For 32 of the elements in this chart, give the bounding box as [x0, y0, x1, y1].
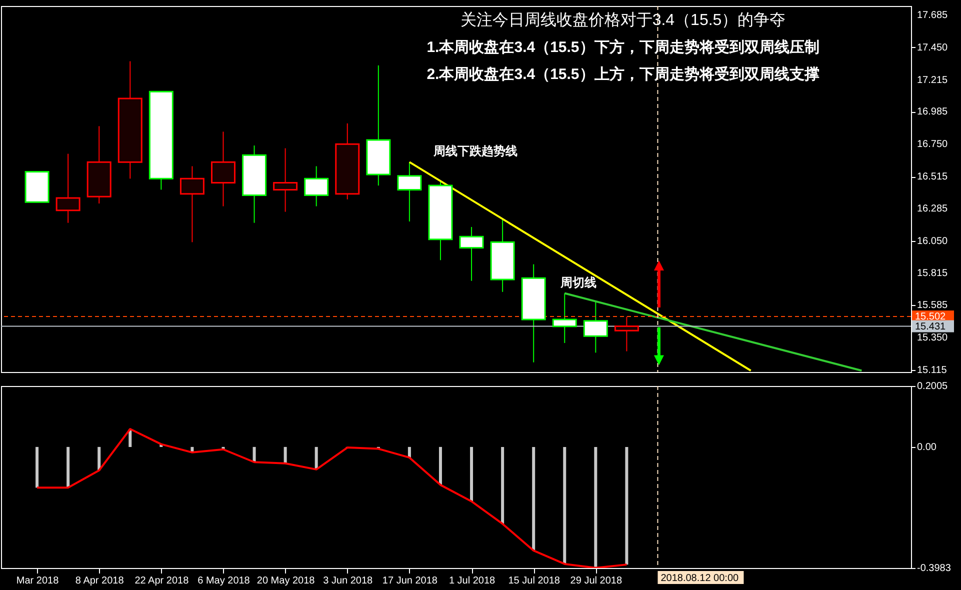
x-tick-label: 6 May 2018	[198, 576, 250, 586]
x-tick-label: 15 Jul 2018	[508, 576, 560, 586]
y-tick-label: 16.750	[917, 139, 948, 150]
y-tick-label: 15.815	[917, 268, 948, 280]
x-tick-label: 8 Apr 2018	[75, 576, 124, 586]
x-tick-label: 29 Jul 2018	[570, 576, 622, 586]
y-tick-label: 16.050	[917, 236, 948, 247]
y-tick-label: 0.2005	[917, 381, 948, 392]
y-tick-label: 17.215	[917, 74, 948, 86]
y-tick-label: 15.350	[917, 332, 948, 344]
y-tick-label: 15.585	[917, 300, 948, 312]
ref-line-label: 15.431	[915, 321, 946, 332]
y-tick-label: -0.3983	[917, 563, 952, 574]
x-tick-label: 1 Jul 2018	[448, 576, 496, 586]
x-tick-label: 3 Jun 2018	[323, 576, 374, 586]
x-tick-label: 17 Jun 2018	[382, 576, 438, 586]
y-tick-label: 16.515	[917, 172, 948, 183]
y-tick-label: 15.115	[917, 364, 948, 376]
ref-line-label: 15.502	[915, 311, 946, 322]
x-tick-label: 22 Apr 2018	[134, 576, 190, 586]
series-label: 周线下跌趋势线	[432, 144, 518, 158]
series-label: 周切线	[560, 275, 597, 290]
y-tick-label: 17.685	[917, 10, 948, 21]
chart-title: 关注今日周线收盘价格对于3.4（15.5）的争夺	[460, 11, 786, 29]
y-tick-label: 16.285	[917, 203, 948, 214]
text: 2018.08.12 00:00	[660, 573, 740, 584]
text: 1.本周收盘在3.4（15.5）下方，下周走势将受到双周线压制 2.本周收盘在3.4（15.5）上方，下周走势将受到双周线支撑	[426, 38, 820, 83]
y-tick-label: 17.450	[917, 42, 948, 54]
y-tick-label: 16.985	[917, 106, 948, 118]
x-tick-label: 20 May 2018	[256, 576, 316, 586]
y-tick-label: 0.00	[917, 442, 937, 453]
x-tick-label: Mar 2018	[16, 576, 60, 586]
